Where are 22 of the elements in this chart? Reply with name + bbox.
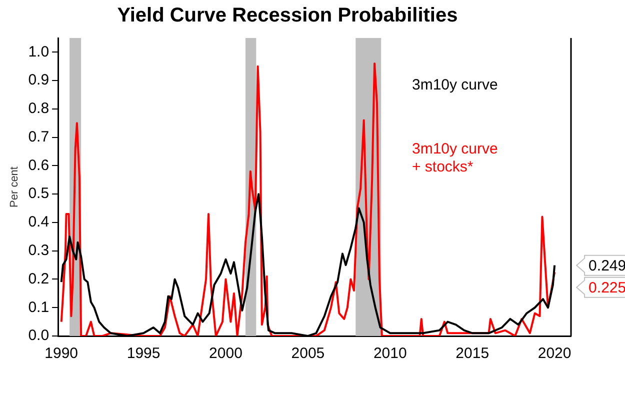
text: 3m10y curve + stocks* bbox=[412, 140, 498, 176]
x-tick-label: 2015 bbox=[456, 345, 490, 362]
y-tick-label: 1.0 bbox=[28, 43, 50, 60]
x-tick-label: 2010 bbox=[373, 345, 407, 362]
y-tick-label: 0.5 bbox=[28, 185, 50, 202]
y-tick-label: 0.6 bbox=[28, 156, 50, 174]
x-tick-label: 2020 bbox=[538, 345, 572, 362]
x-tick-label: 1995 bbox=[126, 345, 160, 362]
y-tick-label: 0.7 bbox=[28, 128, 50, 146]
y-axis-title: Per cent bbox=[8, 166, 21, 208]
y-tick-label: 0.4 bbox=[28, 214, 50, 231]
y-tick-label: 0.0 bbox=[28, 327, 50, 344]
x-tick-label: 1990 bbox=[44, 345, 78, 362]
text: 3m10y curve bbox=[412, 76, 498, 94]
y-tick-label: 0.1 bbox=[28, 298, 50, 316]
y-tick-label: 0.8 bbox=[28, 100, 50, 118]
y-tick-label: 0.2 bbox=[28, 270, 50, 288]
y-tick-label: 0.9 bbox=[28, 72, 50, 89]
chart-title: Yield Curve Recession Probabilities bbox=[117, 4, 458, 27]
x-tick-label: 2005 bbox=[291, 345, 325, 362]
x-tick-label: 2000 bbox=[209, 345, 242, 362]
y-tick-label: 0.3 bbox=[28, 242, 50, 259]
